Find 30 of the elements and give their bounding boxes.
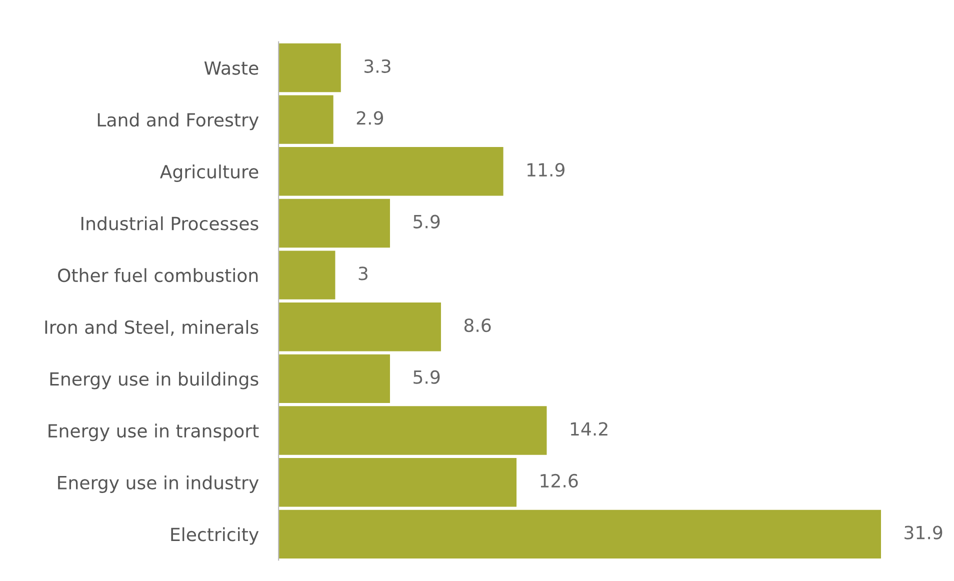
y-tick-label: Energy use in transport	[48, 424, 259, 442]
data-label: 8.6	[464, 318, 491, 332]
data-label: 2.9	[356, 111, 383, 125]
y-tick-label: Agriculture	[160, 164, 258, 182]
y-tick-label: Waste	[204, 61, 258, 75]
data-label: 3.3	[364, 59, 390, 73]
data-label: 5.9	[414, 214, 440, 228]
bar	[278, 510, 881, 559]
bar	[278, 302, 441, 352]
data-label: 11.9	[528, 162, 564, 177]
bar	[278, 406, 547, 455]
y-tick-label: Industrial Processes	[81, 216, 258, 230]
y-tick-label: Energy use in industry	[58, 475, 259, 493]
bar	[278, 354, 390, 404]
y-tick-label: Land and Forestry	[98, 112, 259, 130]
bar	[278, 43, 341, 92]
y-tick-label: Other fuel combustion	[58, 268, 258, 282]
data-label: 14.2	[570, 422, 608, 436]
bar	[278, 198, 390, 248]
y-tick-label: Energy use in buildings	[50, 372, 258, 390]
bar	[278, 250, 336, 300]
y-tick-label: Iron and Steel, minerals	[45, 320, 258, 336]
data-label: 31.9	[904, 526, 942, 540]
data-label: 12.6	[540, 474, 578, 488]
data-label: 3	[358, 266, 368, 280]
bar	[278, 147, 504, 196]
bar	[278, 95, 334, 144]
y-tick-label: Electricity	[171, 527, 259, 545]
data-label: 5.9	[414, 370, 440, 384]
bar	[278, 458, 517, 507]
